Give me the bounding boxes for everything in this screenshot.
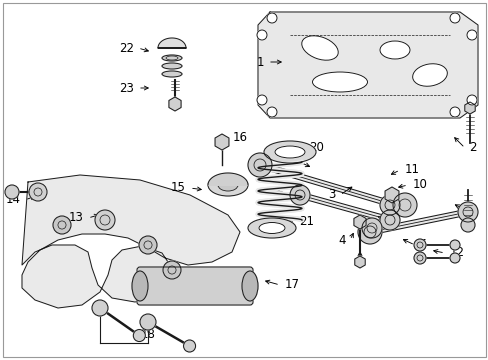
Ellipse shape <box>379 41 409 59</box>
Text: 13: 13 <box>69 211 83 225</box>
Circle shape <box>257 95 266 105</box>
Polygon shape <box>207 173 247 185</box>
Circle shape <box>449 13 459 23</box>
Text: 9: 9 <box>356 256 363 269</box>
Text: 8: 8 <box>468 203 476 216</box>
Circle shape <box>29 183 47 201</box>
Circle shape <box>449 107 459 117</box>
Circle shape <box>457 202 477 222</box>
Ellipse shape <box>162 55 182 61</box>
Ellipse shape <box>301 36 338 60</box>
Ellipse shape <box>162 63 182 69</box>
Circle shape <box>53 216 71 234</box>
Ellipse shape <box>162 71 182 77</box>
Text: 16: 16 <box>232 131 247 144</box>
Circle shape <box>413 252 425 264</box>
Circle shape <box>163 261 181 279</box>
Text: 23: 23 <box>119 81 134 94</box>
Text: 14: 14 <box>6 193 21 207</box>
Text: 6: 6 <box>388 213 396 226</box>
Circle shape <box>92 300 108 316</box>
Circle shape <box>247 153 271 177</box>
Circle shape <box>379 195 399 215</box>
Polygon shape <box>22 175 240 308</box>
Ellipse shape <box>207 174 247 196</box>
Text: 19: 19 <box>288 185 304 198</box>
Text: 2: 2 <box>468 141 476 154</box>
Text: 3: 3 <box>328 189 335 202</box>
Text: 1: 1 <box>256 55 263 68</box>
Circle shape <box>133 329 145 342</box>
Text: 4: 4 <box>338 234 345 247</box>
Ellipse shape <box>312 72 367 92</box>
Ellipse shape <box>132 271 148 301</box>
Text: 12: 12 <box>448 247 463 260</box>
Circle shape <box>357 220 381 244</box>
Circle shape <box>257 30 266 40</box>
Text: 22: 22 <box>119 41 134 54</box>
Ellipse shape <box>412 64 447 86</box>
Text: 10: 10 <box>411 179 426 192</box>
Circle shape <box>449 240 459 250</box>
Polygon shape <box>258 12 477 118</box>
Ellipse shape <box>242 271 258 301</box>
Circle shape <box>266 13 276 23</box>
Circle shape <box>289 185 309 205</box>
Ellipse shape <box>259 222 285 234</box>
FancyBboxPatch shape <box>137 267 252 305</box>
Circle shape <box>379 210 399 230</box>
Ellipse shape <box>264 141 315 163</box>
Text: 18: 18 <box>140 328 155 342</box>
Circle shape <box>449 253 459 263</box>
Text: 5: 5 <box>283 153 290 166</box>
Ellipse shape <box>274 146 305 158</box>
Circle shape <box>466 95 476 105</box>
Polygon shape <box>158 38 185 48</box>
Circle shape <box>413 239 425 251</box>
Text: 20: 20 <box>308 141 324 154</box>
Circle shape <box>183 340 195 352</box>
Circle shape <box>139 236 157 254</box>
Text: 7: 7 <box>418 238 426 252</box>
Text: 11: 11 <box>404 163 418 176</box>
Ellipse shape <box>247 218 295 238</box>
Circle shape <box>460 218 474 232</box>
Circle shape <box>266 107 276 117</box>
Circle shape <box>140 314 156 330</box>
Text: 17: 17 <box>284 279 299 292</box>
Ellipse shape <box>218 179 238 191</box>
Circle shape <box>5 185 19 199</box>
Circle shape <box>95 210 115 230</box>
Text: 15: 15 <box>171 181 185 194</box>
Circle shape <box>392 193 416 217</box>
Circle shape <box>466 30 476 40</box>
Circle shape <box>361 218 381 238</box>
Text: 21: 21 <box>299 216 314 229</box>
